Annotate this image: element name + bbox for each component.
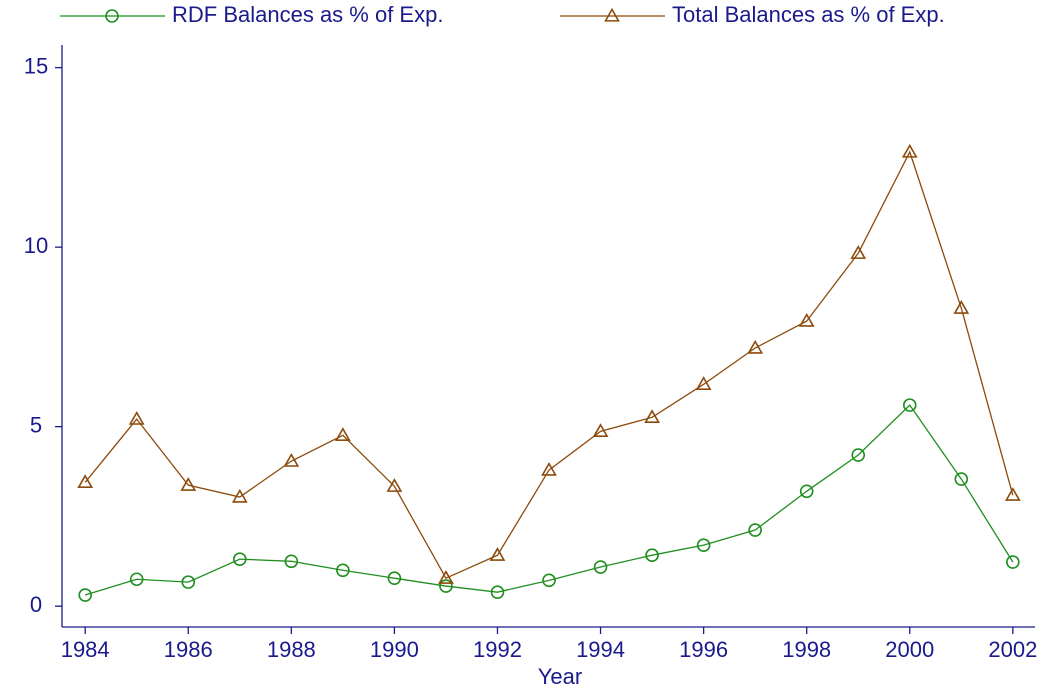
x-tick-label: 1988 <box>267 637 316 662</box>
data-point <box>593 560 608 574</box>
data-point <box>901 143 918 158</box>
data-point <box>798 312 815 327</box>
data-point <box>541 461 557 476</box>
data-point <box>129 572 144 587</box>
data-point <box>387 571 402 585</box>
data-point <box>799 484 814 499</box>
data-point <box>747 339 764 354</box>
legend-label: RDF Balances as % of Exp. <box>172 2 443 27</box>
x-axis-title: Year <box>538 664 582 689</box>
data-point <box>851 448 866 462</box>
x-tick-label: 1994 <box>576 637 625 662</box>
data-point <box>232 552 247 566</box>
data-point <box>748 523 762 537</box>
data-point <box>696 538 711 552</box>
data-point <box>334 427 351 441</box>
series-line <box>84 150 1014 580</box>
data-point <box>128 411 145 425</box>
data-point <box>644 409 660 423</box>
data-point <box>78 588 92 602</box>
x-tick-label: 1984 <box>61 637 110 662</box>
x-tick-label: 1996 <box>679 637 728 662</box>
data-point <box>231 488 248 503</box>
data-point <box>695 376 712 390</box>
data-point <box>1004 487 1021 501</box>
legend-marker <box>604 7 620 22</box>
data-point <box>850 245 867 259</box>
series-line <box>85 404 1014 596</box>
data-point <box>284 554 299 569</box>
y-tick-label: 15 <box>24 53 48 78</box>
data-point <box>953 300 970 314</box>
data-point <box>542 573 556 588</box>
y-tick-label: 0 <box>30 592 42 617</box>
x-tick-label: 2002 <box>988 637 1037 662</box>
y-tick-label: 5 <box>30 412 42 437</box>
legend-label: Total Balances as % of Exp. <box>672 2 945 27</box>
data-point <box>489 547 506 561</box>
data-point <box>439 579 453 593</box>
data-point <box>336 563 350 578</box>
x-tick-label: 2000 <box>885 637 934 662</box>
legend-marker <box>105 9 119 23</box>
data-point <box>954 472 969 486</box>
data-point <box>490 585 505 599</box>
y-tick-label: 10 <box>24 233 48 258</box>
x-tick-label: 1986 <box>164 637 213 662</box>
data-point <box>902 398 917 412</box>
x-tick-label: 1998 <box>782 637 831 662</box>
data-point <box>645 548 659 562</box>
data-point <box>386 478 403 492</box>
data-point <box>1006 555 1020 569</box>
data-point <box>592 423 609 437</box>
x-tick-label: 1990 <box>370 637 419 662</box>
data-point <box>283 453 300 467</box>
data-point <box>77 474 94 488</box>
data-point <box>180 477 197 491</box>
x-tick-label: 1992 <box>473 637 522 662</box>
data-point <box>181 575 196 589</box>
data-point <box>438 570 454 584</box>
